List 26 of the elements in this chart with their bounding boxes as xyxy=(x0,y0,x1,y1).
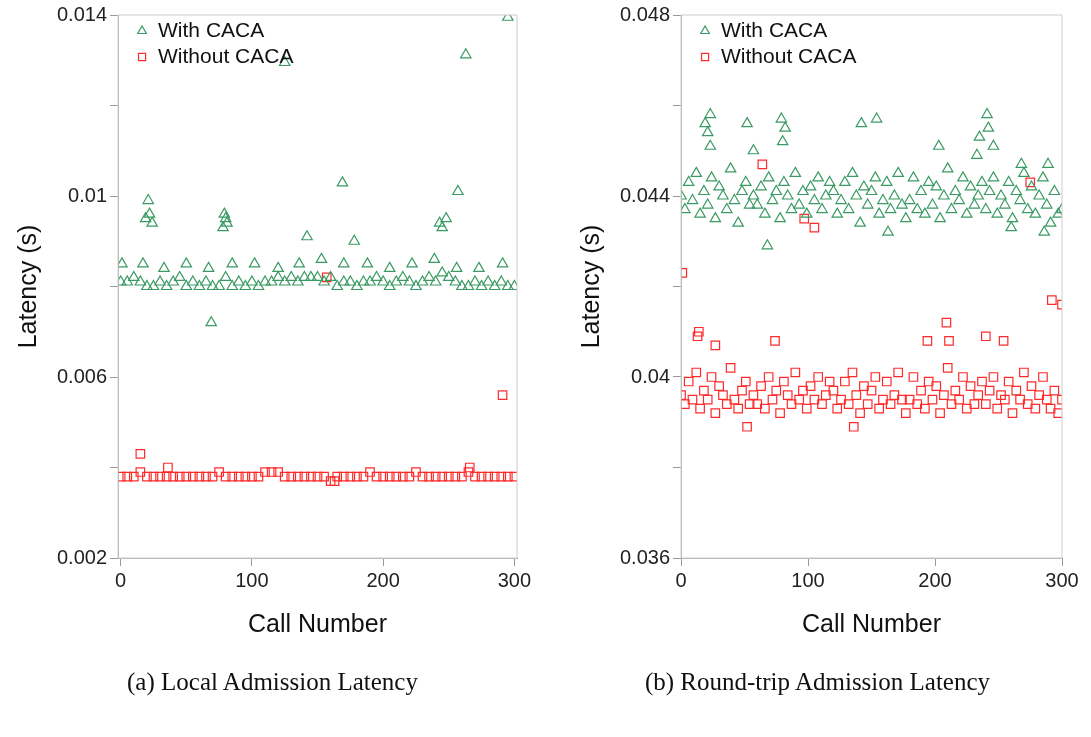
x-tick-label: 100 xyxy=(791,568,825,591)
y-tick-label: 0.044 xyxy=(619,183,671,206)
x-tick-label: 200 xyxy=(918,568,952,591)
x-axis-title: Call Number xyxy=(802,608,941,637)
y-tick-label: 0.048 xyxy=(619,2,671,25)
y-axis-title: Latency (s) xyxy=(12,224,41,349)
text: (b) Round-trip Admission Latency xyxy=(643,668,992,696)
y-tick-label: 0.014 xyxy=(56,2,108,25)
x-tick-label: 200 xyxy=(366,568,400,591)
legend-label: With CACA xyxy=(158,17,265,41)
text: (a) Local Admission Latency xyxy=(126,668,419,696)
y-tick-label: 0.006 xyxy=(56,364,108,387)
legend-label: Without CACA xyxy=(721,43,857,67)
x-tick-label: 300 xyxy=(497,568,532,591)
y-tick-label: 0.01 xyxy=(68,183,108,206)
y-axis-title: Latency (s) xyxy=(575,224,604,349)
y-tick-label: 0.04 xyxy=(631,364,671,387)
x-tick-label: 100 xyxy=(235,568,269,591)
legend-label: With CACA xyxy=(721,17,828,41)
legend-label: Without CACA xyxy=(158,43,294,67)
x-axis-title: Call Number xyxy=(248,608,387,637)
x-tick-label: 300 xyxy=(1045,568,1079,591)
y-tick-label: 0.002 xyxy=(56,545,108,568)
x-tick-label: 0 xyxy=(675,568,687,591)
y-tick-label: 0.036 xyxy=(619,545,671,568)
x-tick-label: 0 xyxy=(115,568,127,591)
